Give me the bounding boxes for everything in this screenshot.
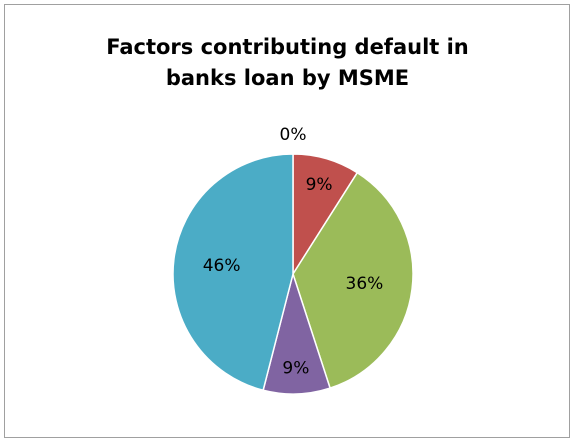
- chart-title-line-2: banks loan by MSME: [165, 66, 410, 90]
- chart-title-line-1: Factors contributing default in: [106, 35, 469, 59]
- pie-slice-4-label: 9%: [282, 359, 309, 379]
- pie-slice-1-label: 0%: [280, 125, 307, 145]
- pie-slice-3-label: 36%: [346, 274, 384, 294]
- pie-slice-2-label: 9%: [306, 175, 333, 195]
- chart-title: Factors contributing default in banks lo…: [0, 32, 575, 94]
- pie-slice-3: [292, 171, 414, 390]
- pie-slice-5: [172, 153, 294, 392]
- pie-slice-5-label: 46%: [203, 256, 241, 276]
